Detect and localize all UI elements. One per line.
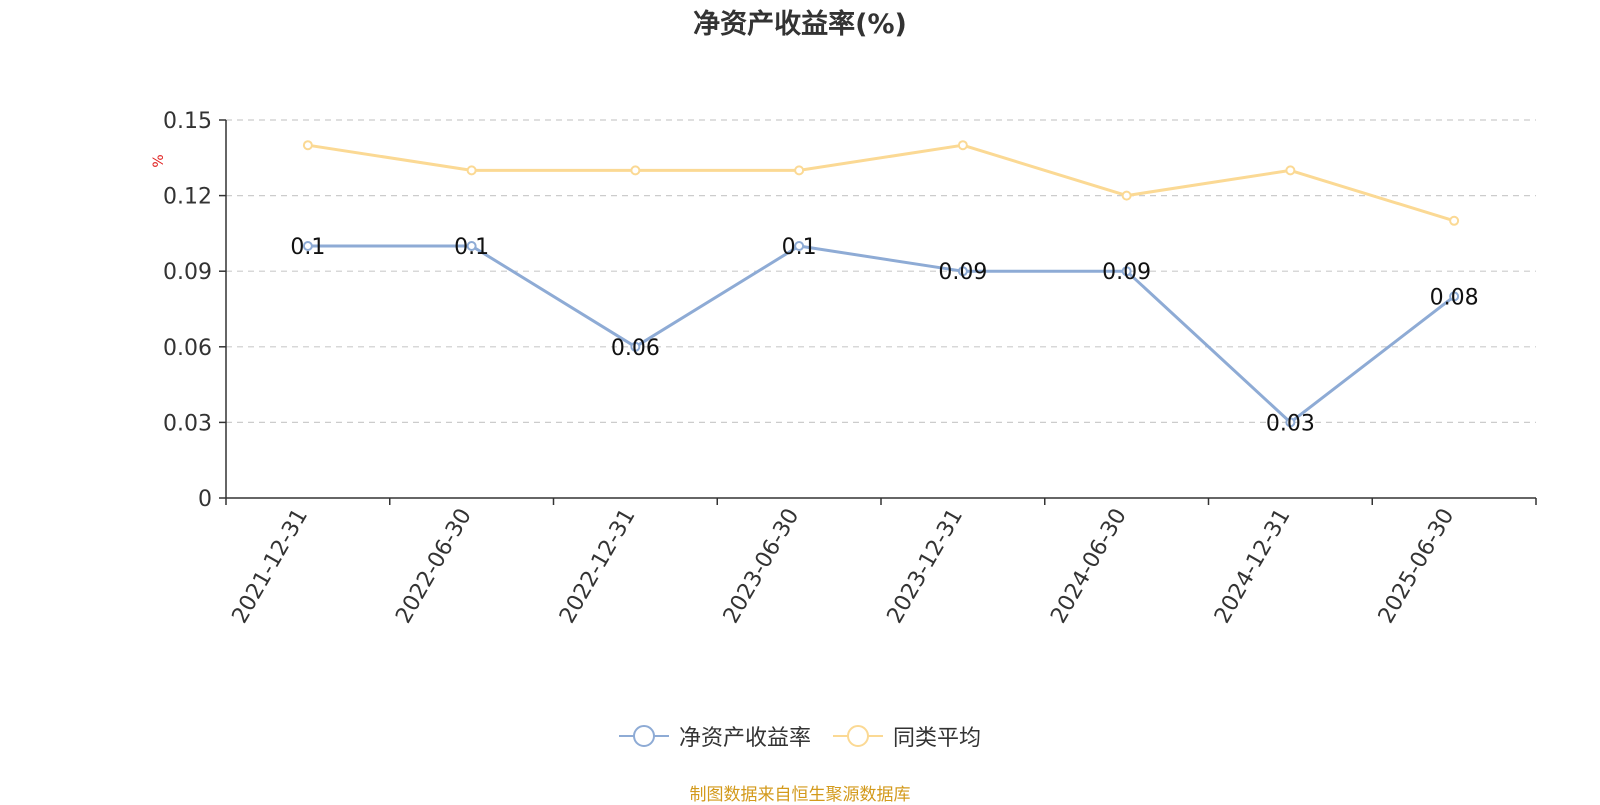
peer-average-data-point: [466, 165, 477, 176]
roe-data-point: [1449, 291, 1460, 302]
roe-data-label: 0.09: [1102, 260, 1151, 285]
grid-lines: [226, 119, 1536, 423]
roe-data-label: 0.08: [1430, 285, 1479, 310]
roe-data-point: [466, 241, 477, 251]
y-tick-label: 0.06: [163, 336, 212, 361]
roe-data-label: 0.1: [782, 235, 817, 260]
legend-label: 净资产收益率: [678, 726, 811, 751]
legend-line-marker-icon: [618, 725, 669, 747]
x-tick-label: 2021-12-31: [227, 505, 313, 628]
legend: 净资产收益率 同类平均: [0, 720, 1600, 752]
legend-item-peer-average[interactable]: 同类平均: [833, 720, 981, 752]
peer-average-data-point: [1121, 190, 1132, 201]
peer-average-series-line: [307, 143, 1455, 223]
roe-data-label: 0.09: [938, 260, 987, 285]
legend-item-roe[interactable]: 净资产收益率: [618, 720, 811, 752]
peer-average-data-point: [794, 165, 805, 176]
roe-data-point: [1285, 417, 1296, 428]
y-tick-label: 0.03: [163, 411, 212, 436]
peer-average-data-point: [302, 140, 313, 151]
y-tick-label: 0.12: [163, 185, 212, 210]
data-source-note: 制图数据来自恒生聚源数据库: [689, 785, 911, 805]
x-tick-label: 2022-06-30: [391, 505, 477, 628]
y-tick-label: 0.15: [163, 109, 212, 134]
roe-data-point: [630, 341, 641, 352]
series-lines: [302, 140, 1460, 428]
x-tick-label: 2023-12-31: [882, 505, 968, 628]
y-tick-label: 0: [198, 487, 212, 512]
roe-data-label: 0.1: [454, 235, 489, 260]
x-tick-label: 2025-06-30: [1374, 505, 1460, 628]
x-tick-label: 2022-12-31: [555, 505, 641, 628]
roe-data-label: 0.03: [1266, 411, 1315, 436]
x-tick-label: 2024-12-31: [1210, 505, 1296, 628]
roe-data-point: [794, 241, 805, 251]
data-labels: 0.1 0.1 0.06 0.1 0.09 0.09 0.03 0.08: [290, 235, 1478, 436]
x-tick-label: 2024-06-30: [1046, 505, 1132, 628]
chart-title: 净资产收益率(%): [693, 9, 907, 40]
roe-data-label: 0.1: [290, 235, 325, 260]
peer-average-data-point: [630, 165, 641, 176]
roe-data-point: [302, 241, 313, 251]
peer-average-data-point: [1285, 165, 1296, 176]
roe-data-label: 0.06: [611, 336, 660, 361]
peer-average-data-point: [957, 140, 968, 151]
legend-label: 同类平均: [893, 726, 982, 751]
roe-data-point: [957, 266, 968, 277]
y-tick-label: 0.09: [163, 260, 212, 285]
y-axis-unit-label: %: [151, 154, 167, 167]
x-tick-label: 2023-06-30: [719, 505, 805, 628]
axes: 0 0.03 0.06 0.09 0.12 0.15 2021-12-31 2022-06-3…: [163, 109, 1537, 628]
roe-series-line: [307, 244, 1456, 424]
legend-line-marker-icon: [833, 725, 883, 747]
peer-average-data-point: [1449, 215, 1460, 226]
roe-data-point: [1121, 266, 1132, 277]
